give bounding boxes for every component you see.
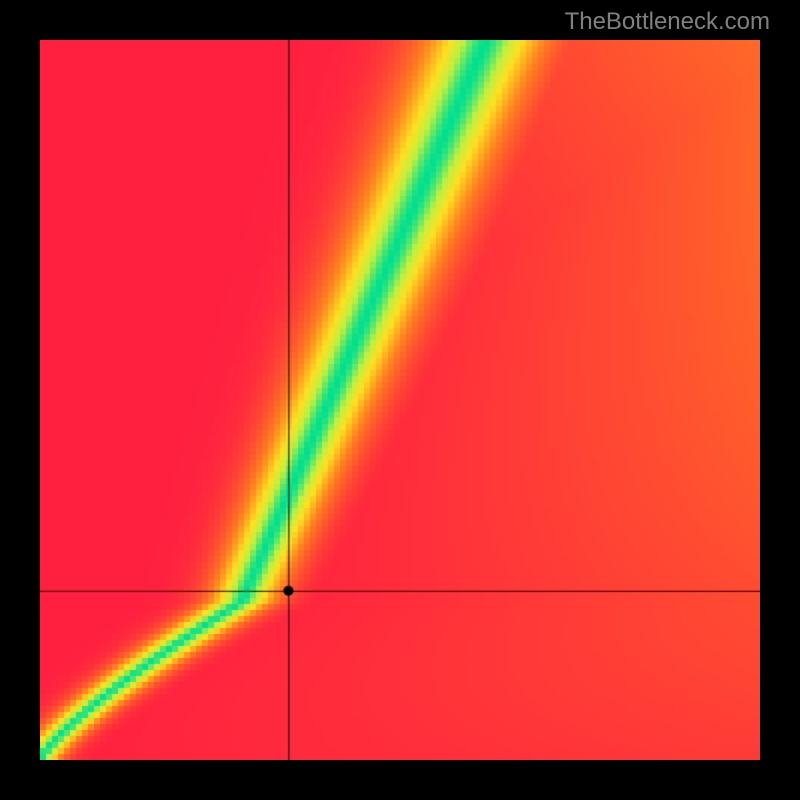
watermark-text: TheBottleneck.com xyxy=(565,8,770,36)
heatmap-canvas xyxy=(40,40,760,760)
heatmap-chart xyxy=(40,40,760,760)
